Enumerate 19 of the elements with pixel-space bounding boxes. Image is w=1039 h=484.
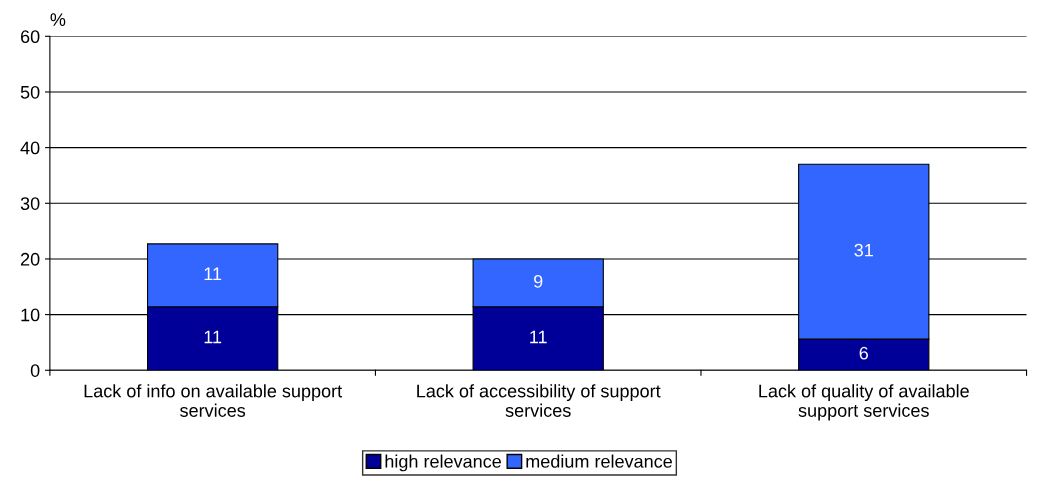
data-label: 11 [204,330,222,344]
x-tick-label: Lack of info on available support services [84,384,343,417]
data-label: 11 [204,267,222,281]
y-tick-label: 40 [20,141,40,155]
x-tick-label: Lack of accessibility of support services [417,384,661,417]
data-label: 11 [530,330,547,344]
data-label: 6 [859,346,868,360]
data-label: 31 [854,243,873,257]
y-tick-label: 0 [30,364,40,377]
y-axis-title: % [50,13,66,26]
x-tick-label: Lack of quality of available support services [759,384,969,421]
y-tick-label: 20 [20,252,40,266]
y-tick-label: 60 [20,30,40,44]
data-label: 9 [534,274,543,288]
legend-label: medium relevance [526,454,672,468]
y-tick-label: 10 [21,308,40,322]
y-tick-label: 30 [20,197,40,210]
legend-label: high relevance [385,454,501,472]
y-tick-label: 50 [20,85,40,99]
